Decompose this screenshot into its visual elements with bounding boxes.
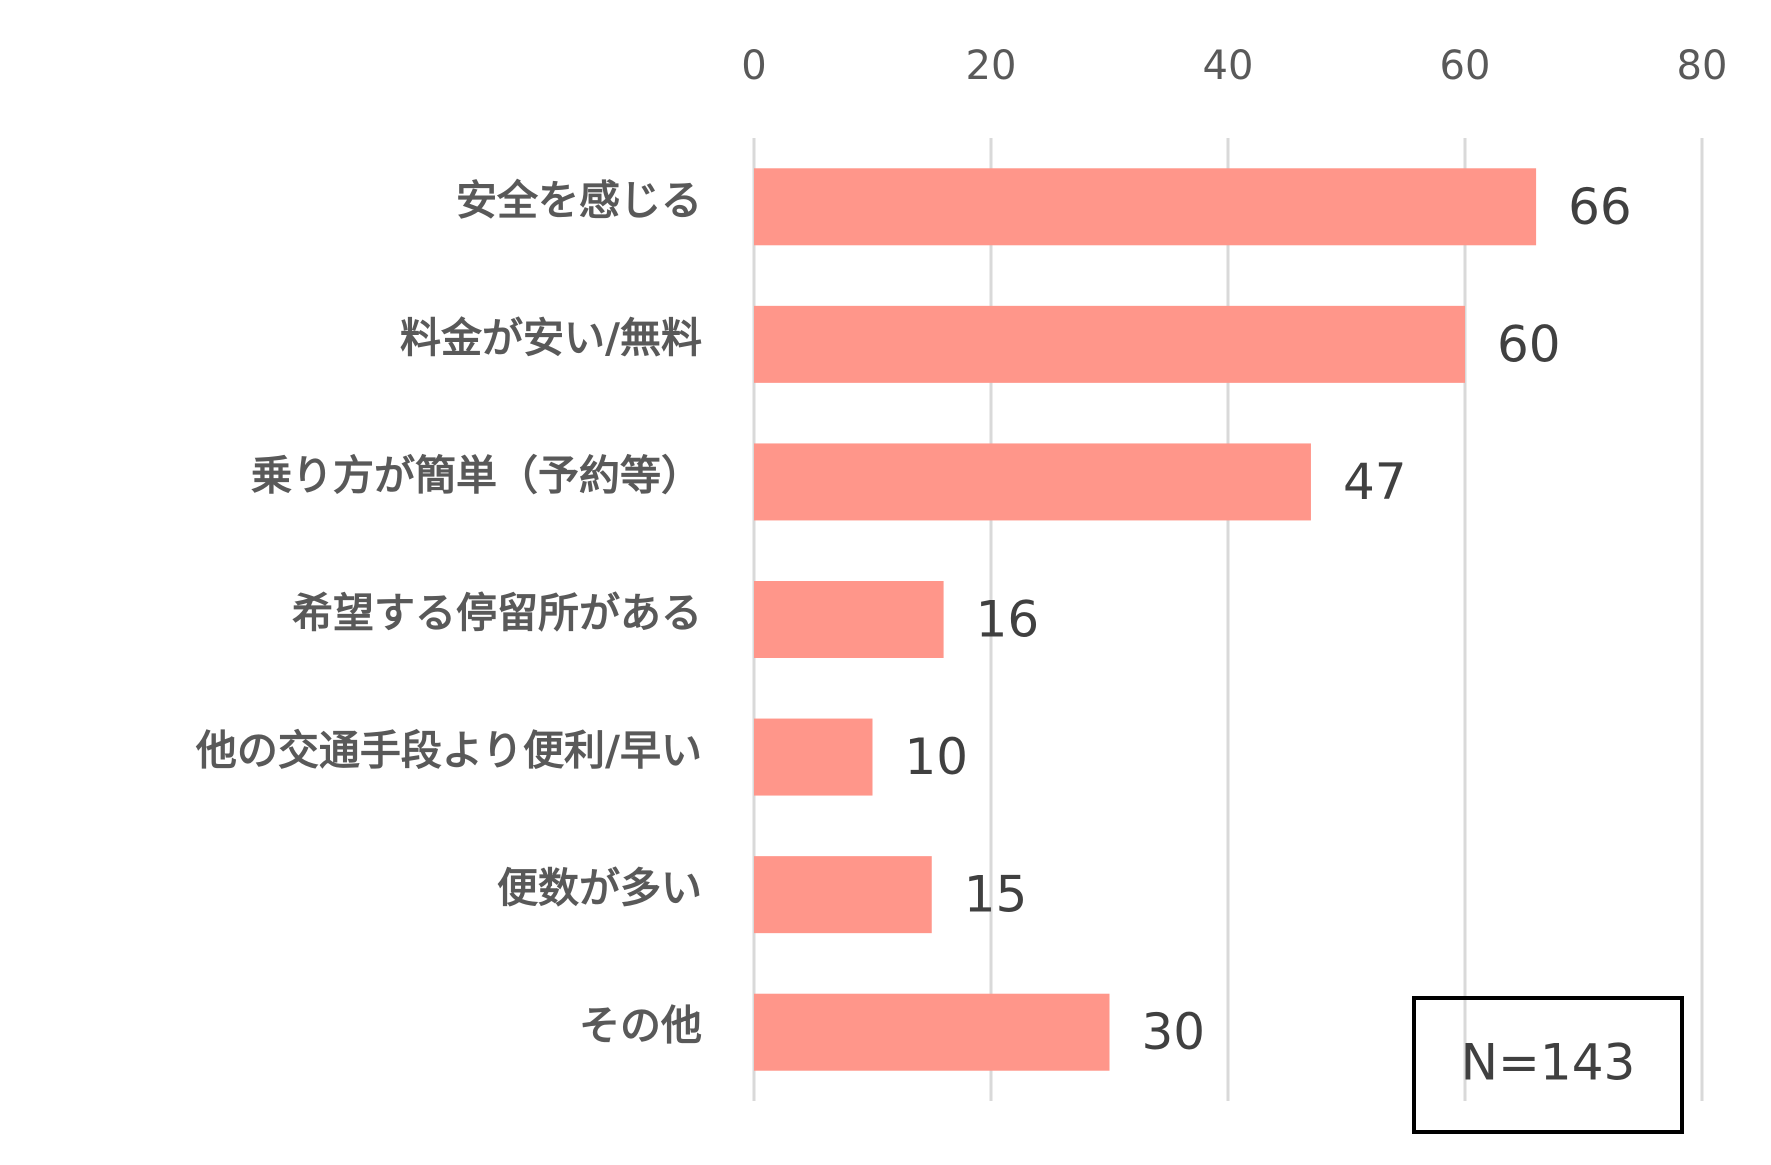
y-tick-label: 乗り方が簡単（予約等） [251,451,702,499]
x-tick-label: 20 [966,43,1017,89]
value-label: 47 [1343,453,1407,511]
bar [754,305,1465,383]
value-label: 30 [1142,1003,1206,1061]
annotation-box [1412,996,1684,1134]
value-label: 16 [976,591,1040,649]
x-tick-label: 40 [1203,43,1254,89]
bar [754,993,1110,1071]
value-label: 60 [1497,315,1561,373]
y-tick-label: その他 [579,1002,702,1050]
x-tick-label: 60 [1440,43,1491,89]
bar [754,581,944,658]
bar [754,168,1537,246]
x-tick-label: 0 [741,43,766,89]
y-tick-label: 便数が多い [497,864,702,912]
y-tick-label: 希望する停留所がある [292,589,702,637]
bar [754,443,1311,521]
annotation: N=143 [1461,1034,1636,1092]
x-tick-label: 80 [1677,43,1728,89]
value-label: 15 [964,866,1028,924]
value-label: 66 [1568,178,1632,236]
y-tick-label: 料金が安い/無料 [400,314,702,362]
y-tick-label: 安全を感じる [456,176,702,224]
y-tick-label: 他の交通手段より便利/早い [195,727,702,775]
value-label: 10 [905,728,969,786]
bar [754,856,932,934]
bar [754,718,873,796]
